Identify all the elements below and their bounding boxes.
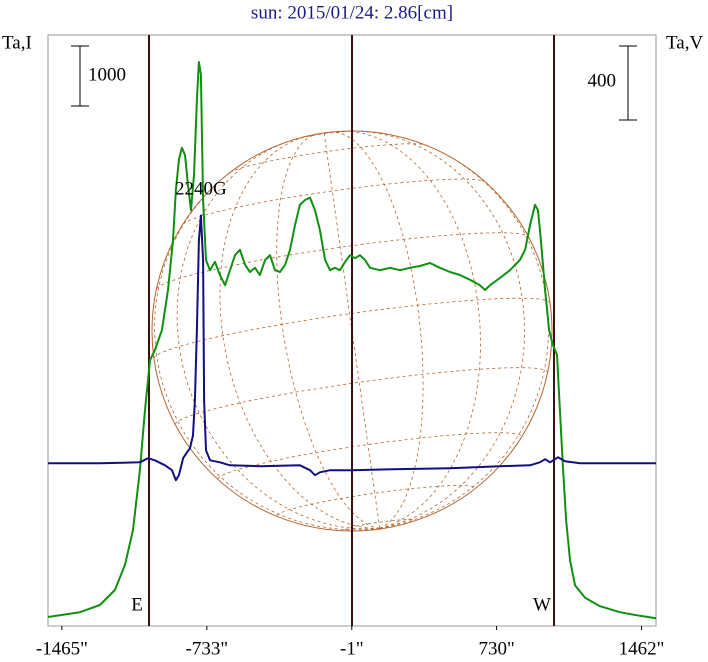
grid-curve [182, 178, 486, 225]
x-tick-label: -733" [186, 638, 229, 659]
grid-curve [219, 136, 380, 529]
x-tick-label: 730" [478, 638, 514, 659]
grid-curve [217, 432, 522, 480]
grid-curve [176, 140, 380, 530]
grid-curve [331, 131, 424, 529]
grid-curve [156, 232, 529, 290]
series-line [48, 214, 656, 482]
chart-title: sun: 2015/01/24: 2.86[cm] [251, 2, 453, 23]
series-line [47, 61, 657, 620]
limb-label: E [131, 594, 143, 615]
grid-curve [276, 485, 476, 516]
x-tick-label: -1465" [36, 638, 88, 659]
scale-bar-label: 400 [588, 70, 617, 91]
grid-curve [379, 141, 550, 529]
grid-curve [344, 130, 481, 529]
x-tick-label: 1462" [619, 638, 665, 659]
annotation: 2240G [175, 178, 227, 199]
limb-label: W [533, 594, 551, 615]
x-tick-label: -1" [340, 638, 364, 659]
scale-bar-label: 1000 [88, 64, 126, 85]
grid-curve [229, 143, 426, 173]
grid-curve [276, 133, 380, 529]
grid-curve [360, 130, 525, 529]
grid-curve [154, 165, 380, 531]
y2-axis-label: Ta,V [666, 32, 703, 53]
grid-curve [294, 130, 355, 140]
y-axis-label: Ta,I [2, 32, 32, 53]
